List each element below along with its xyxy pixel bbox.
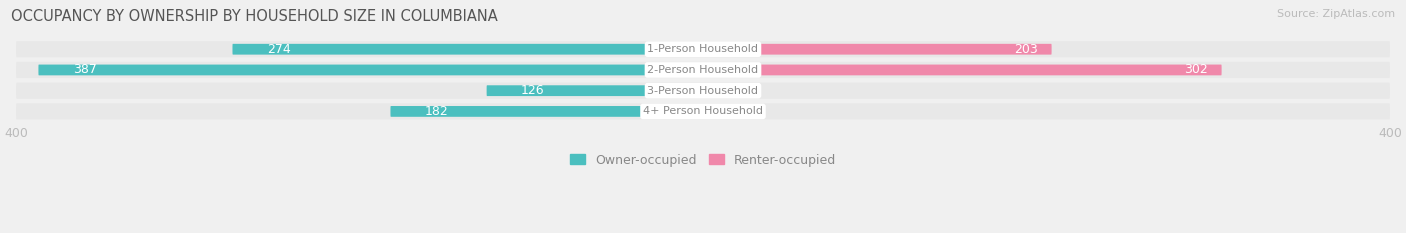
FancyBboxPatch shape <box>15 41 1391 57</box>
FancyBboxPatch shape <box>232 44 703 55</box>
FancyBboxPatch shape <box>703 65 1222 75</box>
FancyBboxPatch shape <box>703 106 718 117</box>
Text: OCCUPANCY BY OWNERSHIP BY HOUSEHOLD SIZE IN COLUMBIANA: OCCUPANCY BY OWNERSHIP BY HOUSEHOLD SIZE… <box>11 9 498 24</box>
FancyBboxPatch shape <box>391 106 703 117</box>
Text: 274: 274 <box>267 43 291 56</box>
Text: Source: ZipAtlas.com: Source: ZipAtlas.com <box>1277 9 1395 19</box>
Text: 2-Person Household: 2-Person Household <box>647 65 759 75</box>
Text: 302: 302 <box>1184 63 1208 76</box>
FancyBboxPatch shape <box>15 62 1391 78</box>
FancyBboxPatch shape <box>15 103 1391 120</box>
FancyBboxPatch shape <box>703 85 709 96</box>
Text: 387: 387 <box>73 63 97 76</box>
FancyBboxPatch shape <box>38 65 703 75</box>
Text: 3: 3 <box>718 84 727 97</box>
FancyBboxPatch shape <box>15 82 1391 99</box>
Text: 1-Person Household: 1-Person Household <box>648 44 758 54</box>
Text: 126: 126 <box>522 84 544 97</box>
Text: 203: 203 <box>1014 43 1038 56</box>
FancyBboxPatch shape <box>486 85 703 96</box>
FancyBboxPatch shape <box>703 44 1052 55</box>
Text: 182: 182 <box>425 105 449 118</box>
Text: 9: 9 <box>728 105 737 118</box>
Legend: Owner-occupied, Renter-occupied: Owner-occupied, Renter-occupied <box>565 149 841 171</box>
Text: 4+ Person Household: 4+ Person Household <box>643 106 763 116</box>
Text: 3-Person Household: 3-Person Household <box>648 86 758 96</box>
